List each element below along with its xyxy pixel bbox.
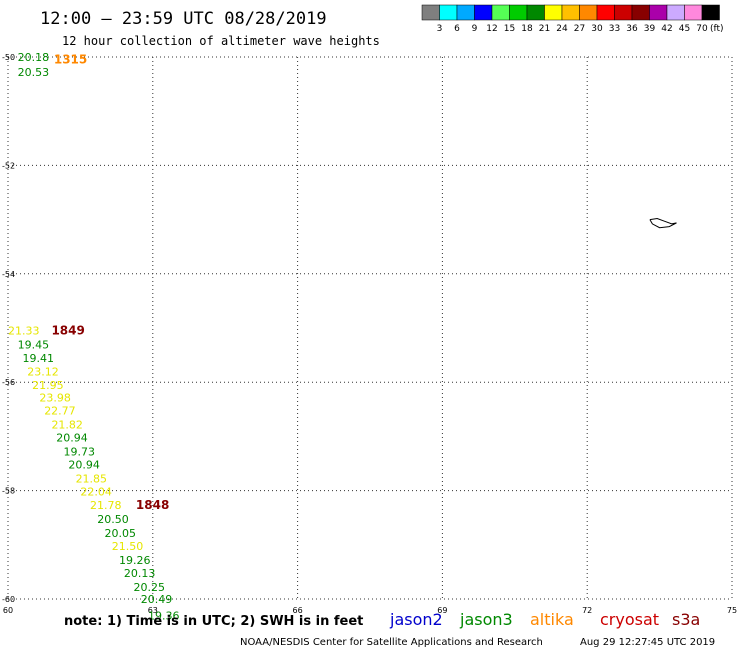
wave-height-value: 20.94 [68,459,100,472]
lat-tick-label: -60 [2,595,15,604]
wave-height-value: 21.33 [8,325,40,338]
wave-height-value: 19.41 [22,352,54,365]
wave-height-value: 21.95 [32,379,64,392]
scale-swatch [544,4,563,21]
scale-swatch [631,4,650,21]
lat-tick-label: -56 [2,378,15,387]
scale-swatch [561,4,580,21]
scale-label: 39 [644,24,656,34]
satellite-legend-cryosat: cryosat [600,610,659,629]
wave-height-value: 20.94 [56,431,87,444]
wave-height-value: 20.13 [124,567,156,580]
lat-tick-label: -52 [2,161,15,170]
lon-tick-label: 66 [293,606,303,615]
satellite-legend-jason2: jason2 [389,610,443,629]
wave-height-value: 19.73 [64,446,96,459]
satellite-legend-jason3: jason3 [459,610,513,629]
scale-swatch [491,4,510,21]
scale-label: 21 [539,24,550,34]
scale-swatch [666,4,685,21]
scale-label: 24 [556,24,568,34]
scale-label: 30 [591,24,603,34]
scale-label: 18 [521,24,533,34]
wave-height-value: 20.25 [133,581,165,594]
scale-label: 42 [661,24,672,34]
coastline [649,217,677,229]
lat-tick-label: -58 [2,487,15,496]
scale-unit: (ft) [710,24,724,34]
map-title: 12:00 – 23:59 UTC 08/28/2019 [40,9,327,29]
wave-height-value: 19.36 [148,609,180,622]
footer-credit: NOAA/NESDIS Center for Satellite Applica… [240,637,543,648]
scale-label: 9 [472,24,478,34]
footer-note: note: 1) Time is in UTC; 2) SWH is in fe… [64,614,363,629]
scale-label: 70 [696,24,708,34]
pass-time-label: 1849 [51,324,84,338]
scale-swatch [526,4,545,21]
lat-tick-label: -50 [2,53,15,62]
scale-swatch [649,4,668,21]
scale-label: 27 [574,24,585,34]
scale-swatch [579,4,598,21]
pass-time-label: 1848 [136,498,169,512]
wave-height-value: 20.05 [105,527,136,540]
satellite-legend: jason2 jason3 altika cryosat s3a [389,610,700,629]
scale-swatch [456,4,475,21]
scale-label: 12 [486,24,497,34]
wave-height-value: 20.18 [18,51,50,64]
lon-tick-label: 63 [148,606,158,615]
wave-height-value: 23.98 [39,391,71,404]
scale-label: 3 [437,24,443,34]
scale-label: 36 [626,24,638,34]
scale-label: 33 [609,24,620,34]
wave-height-value: 21.82 [51,418,83,431]
lon-tick-label: 69 [437,606,447,615]
scale-swatch [509,4,528,21]
wave-height-value: 19.26 [119,554,151,567]
wave-height-value: 19.45 [18,338,50,351]
wave-height-observations: 20.18 20.53 21.3319.4519.4123.1221.9523.98… [8,51,179,622]
scale-swatch [701,4,720,21]
wave-height-value: 23.12 [27,365,59,378]
pass-time-label: 1315 [54,53,87,67]
wave-height-value: 22.77 [44,404,75,417]
wave-height-value: 20.49 [141,593,173,606]
scale-swatch [439,4,458,21]
satellite-legend-altika: altika [530,610,574,629]
wave-height-value: 21.85 [76,473,108,486]
footer-timestamp: Aug 29 12:27:45 UTC 2019 [580,637,715,648]
scale-swatch [596,4,615,21]
scale-label: 15 [504,24,515,34]
wave-height-color-scale: 3 6 9 12 15 18 21 24 27 30 33 36 39 42 45 70 (ft) [421,4,724,34]
wave-height-value: 21.78 [90,499,122,512]
wave-height-value: 21.50 [112,540,144,553]
satellite-legend-s3a: s3a [672,610,700,629]
lon-tick-label: 72 [582,606,592,615]
lon-tick-label: 60 [3,606,13,615]
scale-swatch [421,4,440,21]
scale-label: 45 [679,24,690,34]
lat-tick-label: -54 [2,270,15,279]
scale-swatch [684,4,703,21]
scale-swatch [614,4,633,21]
pass-time-labels: 1315 1849 1848 [51,53,169,513]
wave-height-value: 20.50 [97,513,129,526]
map-subtitle: 12 hour collection of altimeter wave hei… [62,34,380,48]
wave-height-value: 20.53 [18,66,50,79]
wave-height-value: 22.04 [80,486,112,499]
scale-label: 6 [454,24,460,34]
lat-lon-grid: 60 63 66 69 72 75 -50 -52 -54 -56 -58 -60 [2,53,737,615]
scale-swatch [474,4,493,21]
lon-tick-label: 75 [727,606,737,615]
island-outline [649,217,677,229]
